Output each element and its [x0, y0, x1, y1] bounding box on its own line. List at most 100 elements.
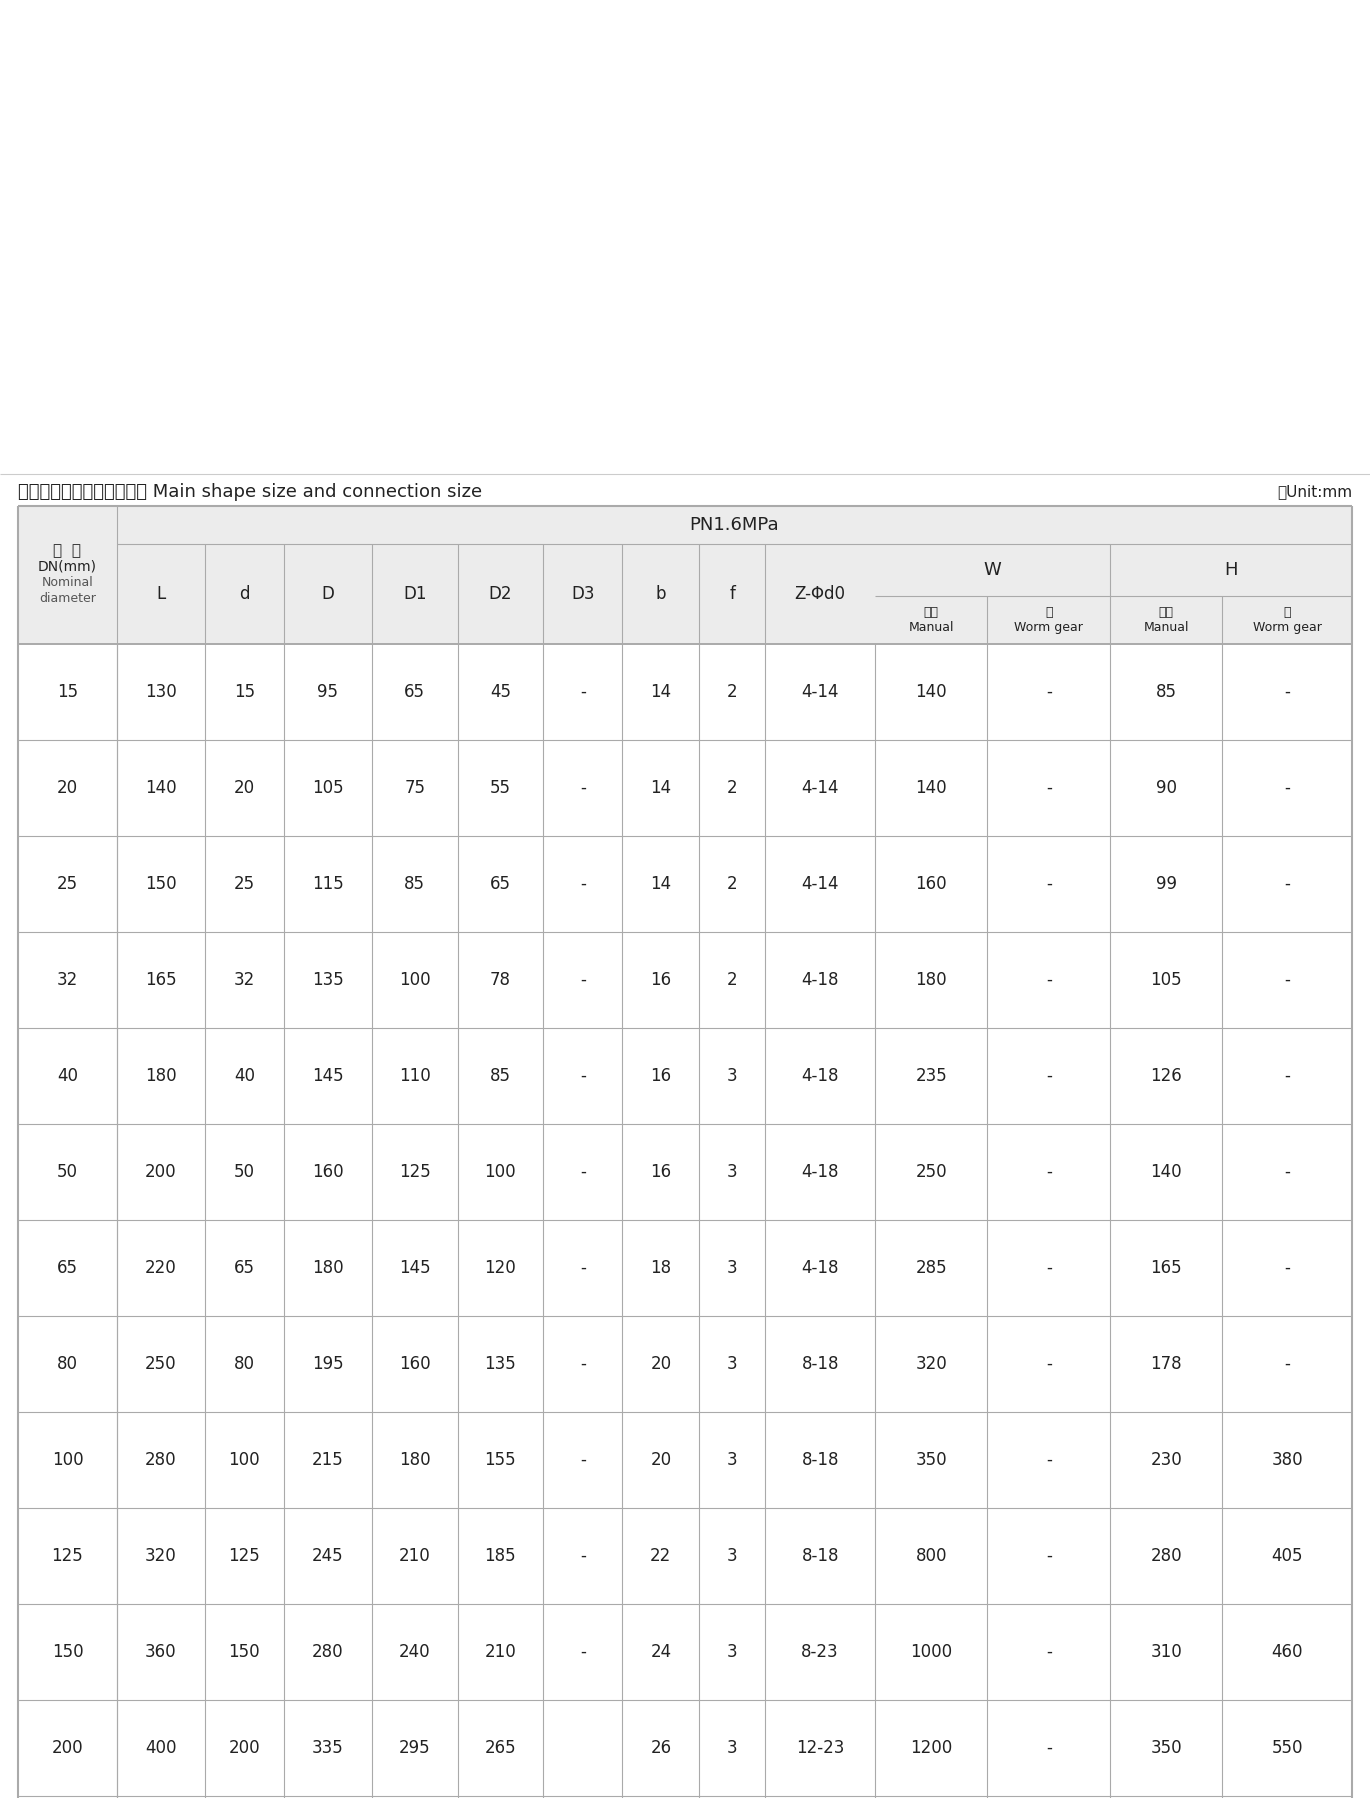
Text: 360: 360 [145, 1643, 177, 1661]
Text: D: D [322, 584, 334, 602]
Text: 2: 2 [727, 779, 737, 797]
Text: 100: 100 [485, 1163, 516, 1181]
Text: 140: 140 [915, 683, 947, 701]
Text: 50: 50 [234, 1163, 255, 1181]
Text: 210: 210 [485, 1643, 516, 1661]
Text: 100: 100 [229, 1451, 260, 1469]
Text: 16: 16 [651, 1066, 671, 1084]
Text: 22: 22 [651, 1546, 671, 1564]
Text: 350: 350 [1151, 1739, 1182, 1757]
Text: -: - [580, 1643, 586, 1661]
Text: 235: 235 [915, 1066, 947, 1084]
Text: 320: 320 [915, 1356, 947, 1374]
Text: 285: 285 [915, 1259, 947, 1277]
Text: 140: 140 [1151, 1163, 1182, 1181]
Text: PN1.6MPa: PN1.6MPa [689, 516, 780, 534]
Text: 公  通: 公 通 [53, 543, 81, 559]
Text: 180: 180 [399, 1451, 430, 1469]
Text: 90: 90 [1156, 779, 1177, 797]
Text: 200: 200 [229, 1739, 260, 1757]
Text: -: - [580, 1066, 586, 1084]
Text: -: - [580, 876, 586, 894]
Text: 250: 250 [915, 1163, 947, 1181]
Text: 180: 180 [915, 971, 947, 989]
Text: 1000: 1000 [910, 1643, 952, 1661]
Text: 460: 460 [1271, 1643, 1303, 1661]
Text: 95: 95 [318, 683, 338, 701]
Text: 295: 295 [399, 1739, 430, 1757]
Text: 65: 65 [234, 1259, 255, 1277]
Text: D1: D1 [403, 584, 426, 602]
Text: 230: 230 [1151, 1451, 1182, 1469]
Text: 3: 3 [727, 1356, 737, 1374]
Text: 50: 50 [58, 1163, 78, 1181]
Text: 32: 32 [234, 971, 255, 989]
Text: 8-18: 8-18 [801, 1356, 838, 1374]
Text: -: - [1284, 683, 1291, 701]
Text: 3: 3 [727, 1451, 737, 1469]
Text: 99: 99 [1156, 876, 1177, 894]
Text: 4-14: 4-14 [801, 779, 838, 797]
Text: 210: 210 [399, 1546, 430, 1564]
Text: 115: 115 [312, 876, 344, 894]
Text: -: - [1045, 876, 1052, 894]
Text: -: - [1045, 1739, 1052, 1757]
Text: 150: 150 [145, 876, 177, 894]
Text: 85: 85 [490, 1066, 511, 1084]
Text: -: - [1045, 1451, 1052, 1469]
Text: f: f [729, 584, 736, 602]
Text: 200: 200 [52, 1739, 84, 1757]
Text: 8-18: 8-18 [801, 1451, 838, 1469]
Text: -: - [1284, 876, 1291, 894]
Text: -: - [1284, 1259, 1291, 1277]
Text: 80: 80 [234, 1356, 255, 1374]
Text: -: - [1045, 1066, 1052, 1084]
Text: 180: 180 [312, 1259, 344, 1277]
Text: -: - [1284, 1066, 1291, 1084]
Text: 16: 16 [651, 1163, 671, 1181]
Text: -: - [1045, 1546, 1052, 1564]
Text: 126: 126 [1151, 1066, 1182, 1084]
Text: 14: 14 [651, 683, 671, 701]
Text: -: - [1045, 1356, 1052, 1374]
Text: 8-18: 8-18 [801, 1546, 838, 1564]
Text: 405: 405 [1271, 1546, 1303, 1564]
Text: 125: 125 [399, 1163, 430, 1181]
Text: H: H [1225, 561, 1238, 579]
Text: 78: 78 [490, 971, 511, 989]
Text: 145: 145 [312, 1066, 344, 1084]
Text: 185: 185 [485, 1546, 516, 1564]
Text: 550: 550 [1271, 1739, 1303, 1757]
Text: 3: 3 [727, 1643, 737, 1661]
Bar [18, 505, 1352, 644]
Text: 130: 130 [145, 683, 177, 701]
Text: -: - [1045, 971, 1052, 989]
Text: -: - [1045, 1259, 1052, 1277]
Text: 3: 3 [727, 1066, 737, 1084]
Text: 2: 2 [727, 876, 737, 894]
Text: Nominal: Nominal [41, 577, 93, 590]
Text: 4-18: 4-18 [801, 1066, 838, 1084]
Text: 200: 200 [145, 1163, 177, 1181]
Text: 100: 100 [399, 971, 430, 989]
Text: 85: 85 [404, 876, 425, 894]
Text: 178: 178 [1151, 1356, 1182, 1374]
Text: 25: 25 [234, 876, 255, 894]
Text: 245: 245 [312, 1546, 344, 1564]
Text: 280: 280 [145, 1451, 177, 1469]
Text: 160: 160 [312, 1163, 344, 1181]
Text: 轮
Worm gear: 轮 Worm gear [1252, 606, 1322, 635]
Text: 26: 26 [651, 1739, 671, 1757]
Text: 3: 3 [727, 1259, 737, 1277]
Text: -: - [1045, 1643, 1052, 1661]
Text: 215: 215 [312, 1451, 344, 1469]
Text: 14: 14 [651, 779, 671, 797]
Text: 100: 100 [52, 1451, 84, 1469]
Text: 公公公公公公公公公公公公 Main shape size and connection size: 公公公公公公公公公公公公 Main shape size and connect… [18, 484, 482, 502]
Text: 轮
Worm gear: 轮 Worm gear [1014, 606, 1084, 635]
Text: 105: 105 [312, 779, 344, 797]
Text: 85: 85 [1156, 683, 1177, 701]
Text: D3: D3 [571, 584, 595, 602]
Text: 320: 320 [145, 1546, 177, 1564]
Text: 165: 165 [1151, 1259, 1182, 1277]
